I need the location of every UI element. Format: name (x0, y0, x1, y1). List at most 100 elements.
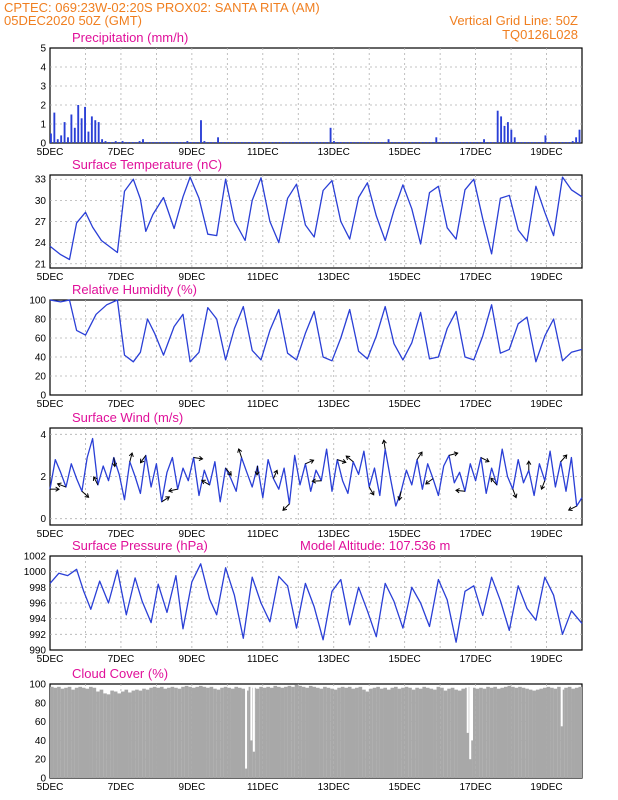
y-tick-label: 100 (29, 680, 46, 691)
wind-arrow (225, 467, 232, 476)
wind-arrow-head (227, 471, 232, 476)
cloud-bar (578, 686, 583, 778)
wind-arrow-head (567, 506, 573, 511)
precip-bar (489, 142, 492, 143)
wind-arrow-head (540, 485, 545, 490)
wind-arrow (383, 440, 386, 450)
cloud-bar (535, 689, 540, 778)
precip-bar (148, 142, 151, 143)
wind-arrow-head (309, 459, 315, 464)
cloud-bar (475, 688, 480, 778)
precip-bar (84, 106, 86, 143)
y-tick-label: 0 (40, 139, 46, 150)
cloud-bar (177, 688, 182, 778)
precip-bar (247, 142, 250, 143)
wind-arrow (161, 496, 170, 503)
cloud-bar (227, 687, 231, 778)
x-tick-label: 5DEC (37, 399, 64, 410)
precip-bar (401, 142, 404, 143)
cloud-bar (128, 692, 132, 778)
panel-frame (49, 47, 583, 144)
x-tick-label: 15DEC (389, 529, 421, 540)
precip-bar (80, 118, 83, 143)
wind-arrow-head (165, 496, 171, 501)
precip-bar (425, 142, 428, 143)
cloud-bar (383, 687, 388, 778)
precip-bar (578, 129, 581, 143)
precip-bar (237, 142, 240, 143)
panel-2: Surface Temperature (nC) 21 24 27 30 33 5DEC 7D… (35, 157, 583, 283)
precip-bar (367, 142, 370, 143)
precip-bar (90, 116, 93, 143)
precip-bar (428, 142, 431, 143)
precip-bar (414, 142, 417, 143)
cloud-bar (401, 687, 405, 778)
precip-bar (162, 142, 165, 143)
cloud-bar (280, 687, 285, 778)
cloud-gap (245, 685, 248, 769)
cloud-bar (167, 687, 171, 778)
y-tick-label: 33 (35, 175, 47, 186)
precip-bar (449, 142, 451, 143)
cloud-bar (507, 685, 512, 778)
x-tick-label: 15DEC (389, 147, 421, 158)
precip-bar (302, 142, 305, 143)
precip-bar (206, 142, 209, 143)
cloud-bar (135, 689, 139, 778)
wind-arrow-head (128, 452, 134, 458)
cloud-bar (237, 687, 242, 778)
precip-bar (176, 142, 179, 143)
precip-bar (135, 142, 138, 143)
precip-bar (363, 142, 366, 143)
y-tick-label: 30 (35, 196, 47, 207)
wind-arrow-head (512, 493, 518, 499)
x-tick-label: 13DEC (318, 654, 350, 665)
wind-arrow (201, 480, 210, 486)
cloud-bar (564, 687, 568, 778)
cloud-bar (525, 688, 529, 778)
cloud-bar (269, 687, 274, 778)
cloud-bar (259, 686, 263, 778)
x-tick-label: 5DEC (37, 654, 64, 665)
precip-bar (564, 142, 567, 143)
panel-frame (49, 299, 583, 396)
precip-bar (121, 141, 124, 143)
cloud-bar (74, 687, 79, 778)
cloud-bar (330, 688, 334, 778)
precip-bar (544, 135, 547, 143)
cloud-bar (351, 688, 356, 778)
cloud-bar (60, 688, 65, 778)
precip-bar (466, 142, 468, 143)
precip-bar (435, 137, 438, 143)
x-tick-label: 9DEC (179, 782, 206, 793)
precip-bar (223, 142, 226, 143)
precip-bar (520, 142, 523, 143)
precip-bar (322, 142, 325, 143)
precip-bar (353, 142, 356, 143)
cloud-bar (461, 688, 466, 778)
cloud-bar (323, 686, 327, 778)
wind-arrow (337, 459, 346, 463)
precip-bar (558, 142, 561, 143)
cloud-bar (174, 687, 178, 778)
precip-bar (60, 135, 63, 143)
panel-title: Surface Wind (m/s) (72, 410, 183, 425)
wind-arrow-head (369, 490, 375, 496)
wind-arrow-head (381, 439, 387, 445)
wind-arrow-head (139, 458, 145, 464)
cloud-bar (418, 688, 423, 778)
y-tick-label: 4 (40, 63, 46, 74)
precip-bar (373, 142, 376, 143)
cloud-bar (337, 687, 341, 778)
wind-arrow-head (56, 482, 62, 488)
precip-bar (568, 142, 571, 143)
cloud-bar (447, 688, 451, 778)
cloud-bar (291, 686, 295, 778)
precip-bar (312, 142, 315, 143)
precip-bar (455, 142, 458, 143)
cloud-bar (440, 687, 444, 778)
y-tick-label: 3 (40, 82, 46, 93)
precip-bar (230, 142, 233, 143)
precip-bar (537, 142, 540, 143)
cloud-bar (57, 686, 61, 778)
